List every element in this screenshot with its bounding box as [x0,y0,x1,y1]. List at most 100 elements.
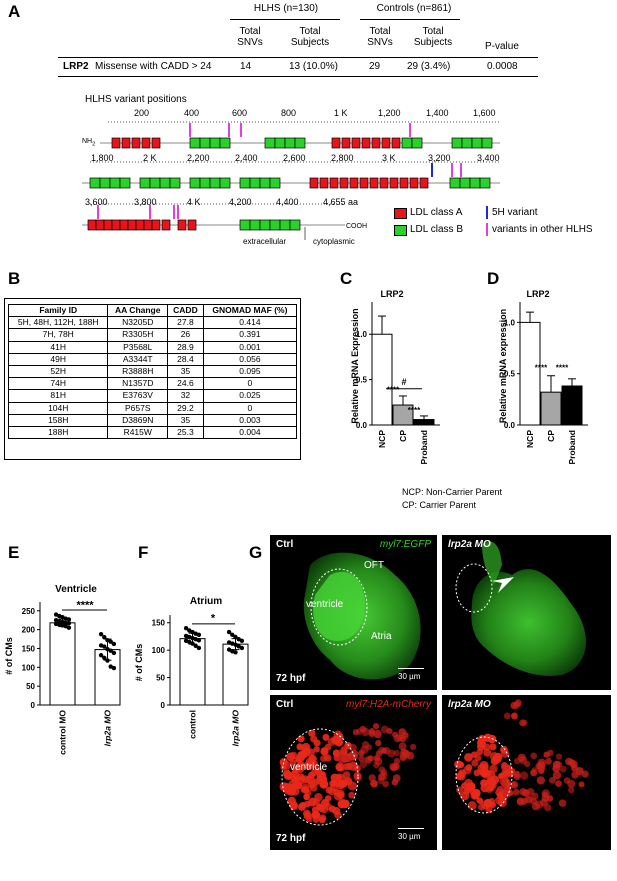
table-row: 49H A3344T 28.4 0.056 [7,352,298,366]
y-tick-label: 1.0 [356,330,368,339]
table-row: 74H N1357D 24.6 0 [7,377,298,391]
hlhs-subjects-cell: 13 (10.0%) [289,61,338,72]
ldl-b-domain [479,177,491,189]
table-cell: 0.001 [202,340,298,354]
table-header-cell: GNOMAD MAF (%) [202,303,298,318]
data-point [226,629,232,635]
ldl-a-domain [329,177,339,189]
category-label: CP [546,430,556,442]
ldl-a-domain [349,177,359,189]
nh2-subscript: 2 [92,141,96,148]
tick-label: 2,800 [331,153,354,163]
table-cell: 0 [202,401,298,415]
tick-label: 2 K [143,153,157,163]
hlhs-snvs-header-line1: Total [239,26,261,37]
table-cell: 32 [167,389,204,403]
data-point [239,645,245,651]
panel-label-b: B [8,269,21,288]
table-cell: 52H [7,364,109,379]
protein-diagram [82,121,500,240]
ldl-b-domain [274,137,286,149]
ldl-a-domain [319,177,329,189]
ldl-a-domain [111,219,121,231]
tick-label: 2,200 [187,153,210,163]
category-label: Proband [567,430,577,464]
ldl-a-domain [95,219,105,231]
ctrl-snvs-cell: 29 [369,61,381,72]
ldl-a-domain [391,137,401,149]
bar [179,638,206,706]
mo-label-text: lrp2a MO [448,539,491,550]
tick-label: 600 [232,108,248,118]
table-cell: 41H [7,340,109,354]
bar [561,385,583,426]
category-label: Proband [419,430,429,464]
data-point [105,658,110,663]
data-point [102,655,107,661]
protein-row-2 [82,161,500,189]
table-cell: P3568L [107,340,169,354]
tick-label: 1,600 [473,108,496,118]
ldl-b-domain [279,219,291,231]
ldl-b-domain [139,177,151,189]
ldl-b-domain [89,177,101,189]
ldl-a-domain [361,137,371,149]
time-label: 72 hpf [276,673,306,684]
ldl-b-domain [289,219,301,231]
hlhs-snvs-header: Total SNVs [228,26,272,48]
data-point [233,650,238,655]
ldl-b-domain [199,137,211,149]
family-table-frame: Family ID AA Change CADD GNOMAD MAF (%) 5H,… [4,298,301,460]
tick-label: 400 [184,108,200,118]
y-tick-label: 250 [22,607,36,616]
ldl-b-domain [461,137,473,149]
ldl-b-domain [239,219,251,231]
table-row: 7H, 78H R3305H 26 0.391 [7,328,298,342]
y-tick-label: 150 [152,619,166,628]
ldl-b-domain [109,177,121,189]
y-axis-label: Relative mRNA Expression [350,308,360,423]
table-cell: D3869N [107,413,169,427]
category-label: NCP [377,430,387,448]
tick-label: 4,655 aa [323,197,359,207]
controls-header-rule [360,19,460,20]
hlhs-subjects-header-line2: Subjects [290,37,330,48]
hlhs-subjects-header: Total Subjects [280,26,340,48]
ldl-a-domain [127,219,137,231]
ctrl-mcherry-nuclei [279,723,417,826]
panel-label-d: D [487,269,500,288]
cooh-label: COOH [346,223,367,230]
table-cell: R3305H [107,328,169,342]
tick-label: 3,800 [134,197,157,207]
tick-label: 3,400 [477,153,500,163]
ctrl-label: Ctrl [276,539,294,550]
ldl-b-domain [264,137,276,149]
table-cell: 24.6 [167,377,204,391]
bar [413,419,435,426]
ldl-b-domain [209,137,221,149]
cytoplasmic-label: cytoplasmic [313,237,355,246]
atria-label: Atria [371,631,392,642]
data-point [196,645,202,651]
significance-mark: **** [556,364,569,373]
table-cell: 0.095 [202,364,298,379]
scale-label-2: 30 µm [398,832,421,841]
table-row: 81H E3763V 32 0.025 [7,389,298,403]
ctrl-snvs-header-line1: Total [369,26,391,37]
hlhs-snvs-cell: 14 [240,61,252,72]
ldl-b-label: LDL class B [410,224,463,235]
data-point [98,653,104,658]
data-point [111,641,117,647]
table-cell: 0.004 [202,425,298,440]
pvalue-header: P-value [485,41,519,52]
mo-mcherry-nuclei [454,699,589,814]
tick-label: 200 [134,108,150,118]
chart-title: Ventricle [55,584,97,595]
tick-label: 2,600 [283,153,306,163]
table-row: 52H R3888H 35 0.095 [7,364,298,379]
category-label: control [188,710,198,739]
table-cell: 0.414 [202,316,298,330]
table-cell: 5H, 48H, 112H, 188H [7,316,109,330]
bar [371,333,393,426]
data-point [111,665,117,671]
